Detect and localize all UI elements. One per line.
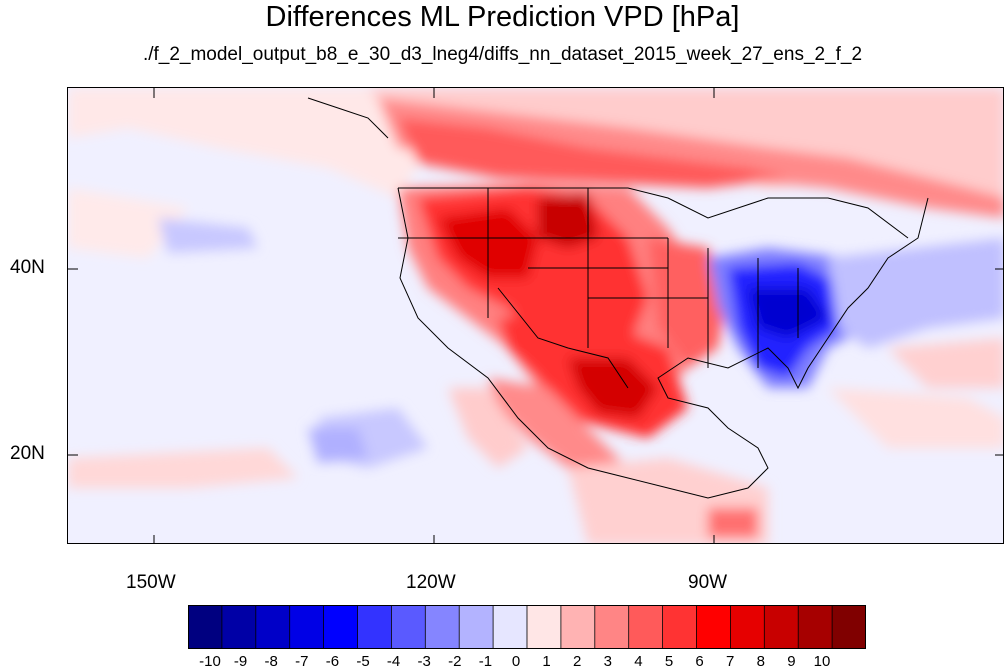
colorbar-tick-label: -6 bbox=[325, 653, 340, 670]
colorbar-cell bbox=[797, 605, 833, 649]
colorbar-tick-label: -2 bbox=[448, 653, 462, 670]
coastline-outline bbox=[307, 97, 929, 499]
colorbar-cell bbox=[390, 605, 426, 649]
colorbar-cell bbox=[526, 605, 562, 649]
colorbar-cell bbox=[662, 605, 698, 649]
colorbar-tick-label: -8 bbox=[264, 653, 278, 670]
colorbar-tick-label: 10 bbox=[813, 653, 831, 670]
map-plot-area bbox=[67, 87, 1004, 544]
difference-heatmap bbox=[68, 88, 1003, 543]
lon-label-150w: 150W bbox=[126, 572, 176, 593]
colorbar-tick-label: -4 bbox=[386, 653, 401, 670]
colorbar-tick-label: 3 bbox=[603, 653, 612, 670]
chart-subtitle: ./f_2_model_output_b8_e_30_d3_lneg4/diff… bbox=[142, 44, 863, 65]
colorbar-tick-label: 1 bbox=[542, 653, 551, 670]
colorbar-tick-label: 9 bbox=[787, 653, 796, 670]
lat-label-20n: 20N bbox=[10, 443, 45, 464]
colorbar-tick-label: 8 bbox=[756, 653, 765, 670]
colorbar-tick-label: -10 bbox=[199, 653, 221, 670]
colorbar-cell bbox=[730, 605, 766, 649]
colorbar-cell bbox=[560, 605, 596, 649]
colorbar-cell bbox=[763, 605, 799, 649]
colorbar-cell bbox=[289, 605, 325, 649]
colorbar-cell bbox=[255, 605, 291, 649]
colorbar-tick-label: 5 bbox=[664, 653, 674, 670]
colorbar-cell bbox=[628, 605, 664, 649]
colorbar-cell bbox=[323, 605, 359, 649]
colorbar-tick-label: -9 bbox=[233, 653, 248, 670]
colorbar-tick-label: 4 bbox=[634, 653, 643, 670]
axis-ticks bbox=[68, 88, 1003, 543]
colorbar-cell bbox=[424, 605, 460, 649]
colorbar-cell bbox=[188, 605, 223, 649]
colorbar bbox=[188, 605, 866, 649]
lon-label-120w: 120W bbox=[406, 572, 456, 593]
colorbar-cell bbox=[831, 605, 866, 649]
colorbar-tick-label: -7 bbox=[295, 653, 309, 670]
colorbar-tick-label: -3 bbox=[417, 653, 431, 670]
colorbar-tick-label: 6 bbox=[695, 653, 704, 670]
colorbar-tick-label: 2 bbox=[573, 653, 582, 670]
lon-label-90w: 90W bbox=[688, 572, 728, 593]
colorbar-tick-label: 0 bbox=[511, 653, 521, 670]
colorbar-tick-label: -1 bbox=[478, 653, 493, 670]
lat-label-40n: 40N bbox=[10, 257, 45, 278]
colorbar-cell bbox=[696, 605, 732, 649]
colorbar-cell bbox=[492, 605, 528, 649]
colorbar-tick-label: 7 bbox=[726, 653, 735, 670]
colorbar-cell bbox=[458, 605, 494, 649]
colorbar-tick-label: -5 bbox=[356, 653, 370, 670]
chart-title: Differences ML Prediction VPD [hPa] bbox=[265, 1, 740, 33]
colorbar-cell bbox=[594, 605, 630, 649]
colorbar-cell bbox=[357, 605, 393, 649]
colorbar-cell bbox=[221, 605, 257, 649]
